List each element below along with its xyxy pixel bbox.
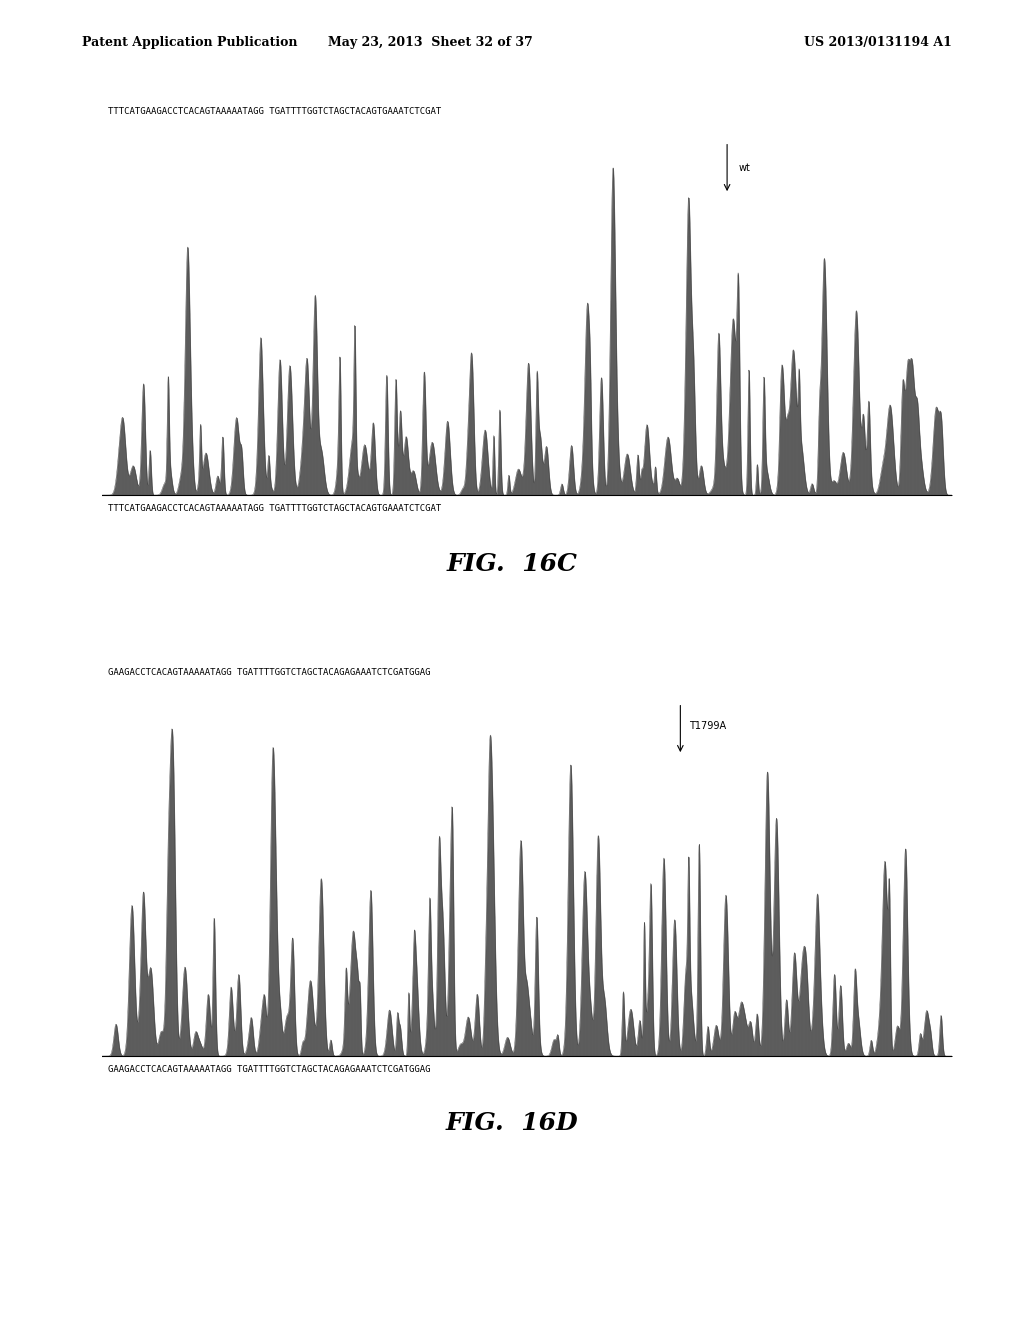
Text: TTTCATGAAGACCTCACAGTAAAAATAGG TGATTTTGGTCTAGCTACAGTGAAATCTCGAT: TTTCATGAAGACCTCACAGTAAAAATAGG TGATTTTGGT…: [108, 504, 440, 513]
Text: May 23, 2013  Sheet 32 of 37: May 23, 2013 Sheet 32 of 37: [328, 36, 532, 49]
Text: GAAGACCTCACAGTAAAAATAGG TGATTTTGGTCTAGCTACAGAGAAATCTCGATGGAG: GAAGACCTCACAGTAAAAATAGG TGATTTTGGTCTAGCT…: [108, 668, 430, 677]
Text: FIG.  16D: FIG. 16D: [445, 1111, 579, 1135]
Text: Patent Application Publication: Patent Application Publication: [82, 36, 297, 49]
Text: US 2013/0131194 A1: US 2013/0131194 A1: [805, 36, 952, 49]
Text: T1799A: T1799A: [689, 721, 726, 730]
Text: GAAGACCTCACAGTAAAAATAGG TGATTTTGGTCTAGCTACAGAGAAATCTCGATGGAG: GAAGACCTCACAGTAAAAATAGG TGATTTTGGTCTAGCT…: [108, 1065, 430, 1074]
Text: wt: wt: [738, 162, 750, 173]
Text: FIG.  16C: FIG. 16C: [446, 552, 578, 576]
Text: TTTCATGAAGACCTCACAGTAAAAATAGG TGATTTTGGTCTAGCTACAGTGAAATCTCGAT: TTTCATGAAGACCTCACAGTAAAAATAGG TGATTTTGGT…: [108, 107, 440, 116]
